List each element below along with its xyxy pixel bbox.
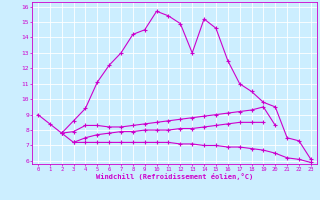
X-axis label: Windchill (Refroidissement éolien,°C): Windchill (Refroidissement éolien,°C) (96, 173, 253, 180)
